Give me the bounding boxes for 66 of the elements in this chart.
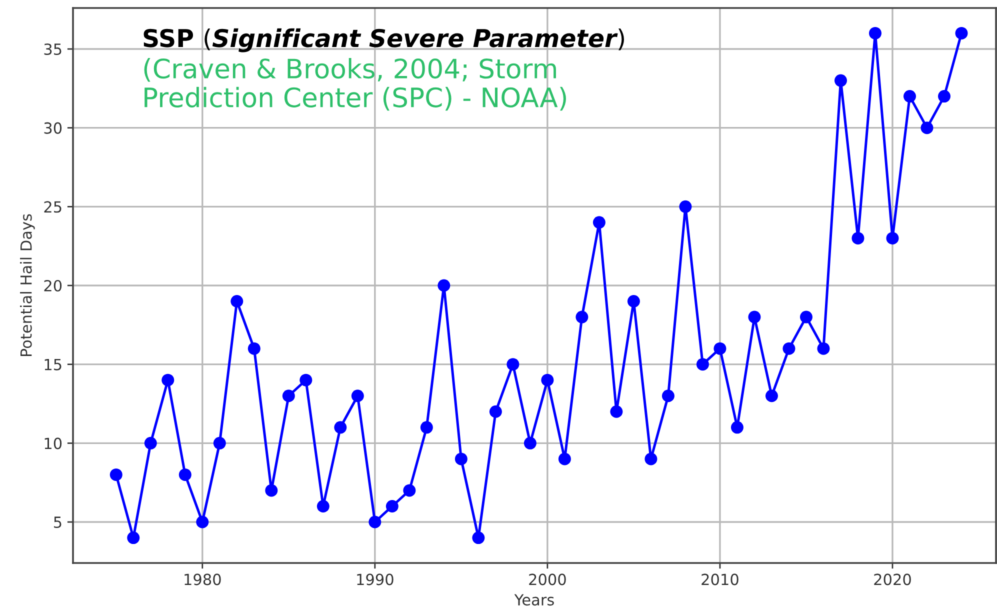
y-tick-label: 15 — [44, 359, 62, 370]
point — [558, 452, 571, 466]
y-tick-label: 35 — [44, 43, 62, 56]
point — [920, 122, 934, 134]
point — [472, 532, 485, 544]
point — [144, 436, 157, 450]
point — [351, 390, 364, 402]
point — [592, 216, 606, 229]
point — [834, 74, 847, 87]
point — [730, 421, 744, 434]
y-axis-title: Potential Hail Days — [20, 214, 35, 356]
point — [627, 295, 640, 308]
point — [541, 374, 554, 386]
point — [852, 232, 864, 244]
point — [162, 374, 174, 386]
point — [178, 468, 192, 481]
point — [903, 90, 916, 103]
point — [714, 342, 726, 355]
point — [300, 374, 312, 386]
point — [248, 342, 260, 355]
point — [610, 405, 623, 418]
point — [438, 279, 450, 292]
point — [334, 421, 347, 434]
x-tick-label: 1980 — [184, 574, 221, 586]
y-tick-label: 20 — [44, 280, 62, 292]
text: (Craven & Brooks, 2004; Storm Prediction Center (SPC) - NOAA) — [144, 58, 566, 111]
x-tick-label: 1990 — [357, 574, 394, 586]
point — [765, 390, 778, 402]
point — [506, 358, 520, 371]
x-axis-title: Years — [514, 594, 554, 606]
x-tick-label: 2010 — [702, 574, 738, 586]
point — [817, 342, 830, 355]
point — [420, 421, 433, 434]
point — [868, 26, 882, 40]
point — [265, 484, 278, 497]
y-tick-label: 10 — [44, 438, 62, 450]
point — [800, 310, 812, 324]
point — [955, 26, 968, 40]
point — [230, 295, 244, 308]
point — [454, 452, 468, 466]
y-tick-label: 30 — [44, 122, 62, 134]
text: SSP (Significant Severe Parameter) — [144, 28, 624, 52]
point — [679, 200, 692, 213]
point — [213, 436, 226, 450]
y-tick-label: 5 — [54, 516, 62, 528]
point — [403, 484, 416, 497]
x-tick-label: 2000 — [529, 574, 566, 586]
point — [662, 390, 674, 402]
point — [316, 500, 330, 512]
point — [368, 516, 382, 528]
point — [489, 405, 502, 418]
point — [576, 310, 588, 324]
x-tick-label: 2020 — [874, 574, 911, 586]
y-tick-label: 25 — [44, 201, 62, 213]
point — [196, 516, 209, 528]
point — [282, 390, 295, 402]
point — [938, 90, 950, 103]
point — [782, 342, 796, 355]
point — [886, 232, 899, 244]
point — [644, 452, 658, 466]
point — [110, 468, 122, 481]
point — [127, 532, 140, 544]
point — [386, 500, 398, 512]
point — [748, 310, 761, 324]
point — [696, 358, 709, 371]
point — [524, 436, 536, 450]
